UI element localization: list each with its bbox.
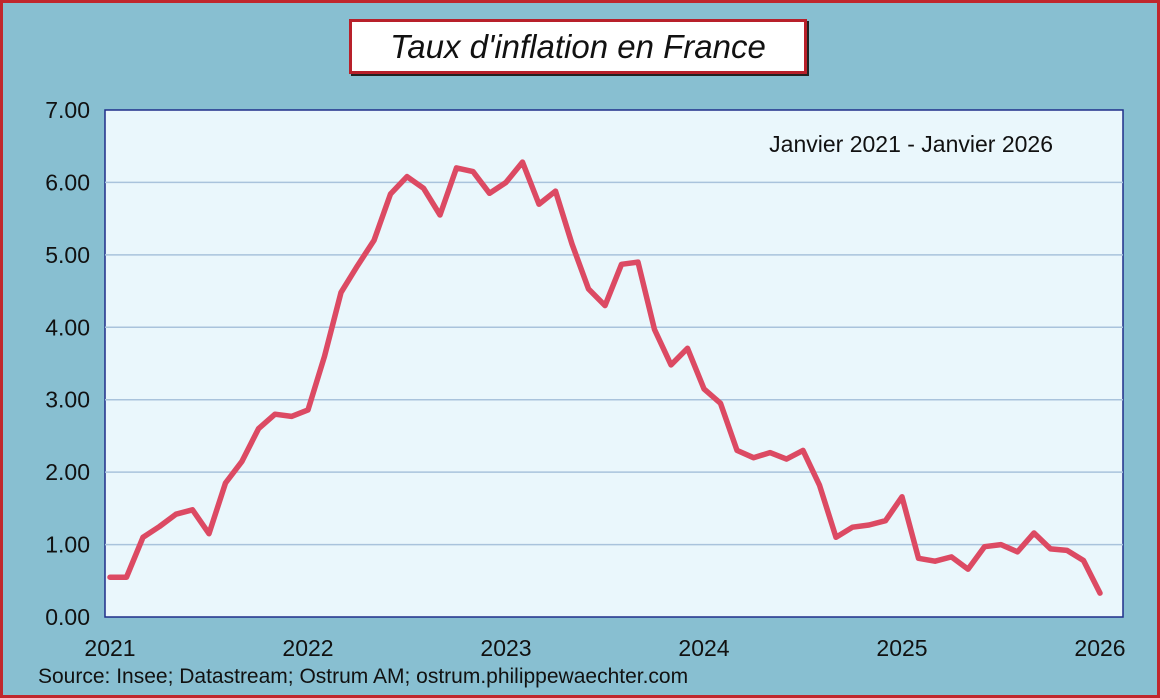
x-tick-label: 2025 — [876, 635, 927, 661]
y-tick-label: 4.00 — [45, 314, 90, 340]
y-tick-label: 6.00 — [45, 169, 90, 195]
chart-title: Taux d'inflation en France — [390, 27, 766, 65]
title-box: Taux d'inflation en France — [349, 19, 807, 74]
x-tick-label: 2021 — [84, 635, 135, 661]
source-note: Source: Insee; Datastream; Ostrum AM; os… — [38, 665, 689, 688]
y-tick-label: 3.00 — [45, 387, 90, 413]
plot-area — [104, 109, 1124, 618]
y-tick-label: 5.00 — [45, 242, 90, 268]
inflation-series-line — [107, 159, 1103, 596]
x-tick-label: 2022 — [282, 635, 333, 661]
y-tick-labels: 0.00 1.00 2.00 3.00 4.00 5.00 6.00 7.00 — [45, 97, 90, 630]
grid-lines — [105, 181, 1123, 546]
x-tick-labels: 2021 2022 2023 2024 2025 2026 — [84, 635, 1125, 661]
x-tick-label: 2023 — [480, 635, 531, 661]
y-tick-label: 2.00 — [45, 459, 90, 485]
y-tick-label: 7.00 — [45, 97, 90, 123]
chart-subtitle: Janvier 2021 - Janvier 2026 — [769, 131, 1053, 157]
y-tick-label: 1.00 — [45, 532, 90, 558]
x-tick-label: 2024 — [678, 635, 729, 661]
y-tick-label: 0.00 — [45, 604, 90, 630]
x-tick-label: 2026 — [1074, 635, 1125, 661]
series-layer — [107, 159, 1103, 596]
